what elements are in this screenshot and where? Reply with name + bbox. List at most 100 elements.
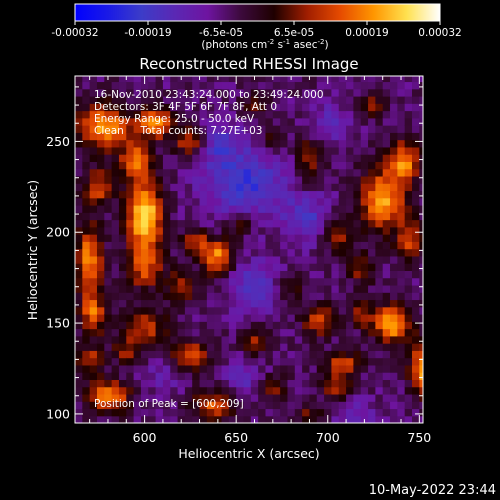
heatmap-cell [126,321,135,330]
heatmap-cell [118,175,127,184]
heatmap-cell [236,313,245,322]
heatmap-cell [133,139,142,148]
heatmap-cell [243,219,252,228]
heatmap-cell [353,154,362,162]
heatmap-cell [316,139,325,148]
heatmap-cell [338,212,347,221]
heatmap-cell [338,321,347,330]
heatmap-cell [419,343,423,351]
heatmap-cell [368,393,376,402]
heatmap-cell [404,197,413,206]
heatmap-cell [199,335,208,344]
heatmap-cell [184,328,193,337]
heatmap-cell [82,299,91,308]
heatmap-cell [368,219,376,228]
heatmap-cell [287,204,296,213]
heatmap-cell [192,226,201,235]
heatmap-cell [199,277,208,286]
heatmap-cell [148,204,157,213]
heatmap-cell [272,117,281,126]
heatmap-cell [250,234,259,242]
heatmap-cell [221,175,230,184]
heatmap-cell [243,299,252,308]
heatmap-cell [272,364,281,373]
heatmap-cell [89,306,98,315]
heatmap-cell [104,284,113,293]
heatmap-cell [89,204,98,213]
heatmap-cell [155,226,164,235]
heatmap-cell [155,372,164,380]
heatmap-cell [155,110,164,119]
heatmap-cell [170,270,179,279]
heatmap-cell [280,190,289,199]
heatmap-cell [280,197,289,206]
heatmap-cell [382,88,391,97]
heatmap-cell [104,263,113,271]
heatmap-cell [404,270,413,279]
heatmap-cell [280,132,289,141]
heatmap-cell [250,393,259,402]
heatmap-cell [221,248,230,257]
heatmap-cell [338,357,347,366]
heatmap-cell [96,190,105,199]
heatmap-cell [133,241,142,250]
heatmap-cell [258,313,267,322]
heatmap-cell [82,103,91,112]
heatmap-cell [170,117,179,126]
heatmap-cell [309,350,318,359]
heatmap-cell [338,313,347,322]
heatmap-cell [302,197,311,206]
heatmap-cell [228,190,237,199]
heatmap-cell [96,313,105,322]
heatmap-cell [111,204,120,213]
heatmap-cell [368,379,376,388]
heatmap-cell [375,175,384,184]
heatmap-cell [382,393,391,402]
heatmap-cell [177,168,186,177]
heatmap-cell [360,183,369,192]
heatmap-cell [148,328,157,337]
heatmap-cell [309,379,318,388]
heatmap-cell [280,103,289,112]
heatmap-cell [404,95,413,104]
heatmap-cell [155,95,164,104]
heatmap-cell [250,103,259,112]
heatmap-cell [404,357,413,366]
heatmap-cell [265,299,274,308]
heatmap-cell [375,103,384,112]
heatmap-cell [265,183,274,192]
heatmap-cell [419,372,423,380]
heatmap-cell [221,117,230,126]
heatmap-cell [382,241,391,250]
heatmap-cell [184,364,193,373]
heatmap-cell [89,125,98,133]
heatmap-cell [360,343,369,351]
heatmap-cell [162,125,171,133]
heatmap-cell [111,255,120,264]
heatmap-cell [316,386,325,395]
heatmap-cell [206,241,215,250]
heatmap-cell [375,255,384,264]
heatmap-cell [228,343,237,351]
heatmap-cell [133,183,142,192]
heatmap-cell [331,292,340,301]
heatmap-cell [221,306,230,315]
heatmap-cell [331,117,340,126]
heatmap-cell [368,183,376,192]
heatmap-cell [214,175,223,184]
heatmap-cell [360,125,369,133]
heatmap-cell [96,299,105,308]
heatmap-cell [170,110,179,119]
heatmap-cell [133,204,142,213]
heatmap-cell [89,110,98,119]
heatmap-cell [280,408,289,417]
heatmap-cell [338,408,347,417]
heatmap-cell [228,168,237,177]
heatmap-cell [316,284,325,293]
heatmap-cell [228,321,237,330]
heatmap-cell [118,146,127,155]
heatmap-cell [404,175,413,184]
heatmap-cell [338,204,347,213]
heatmap-cell [412,132,420,141]
heatmap-cell [419,321,423,330]
